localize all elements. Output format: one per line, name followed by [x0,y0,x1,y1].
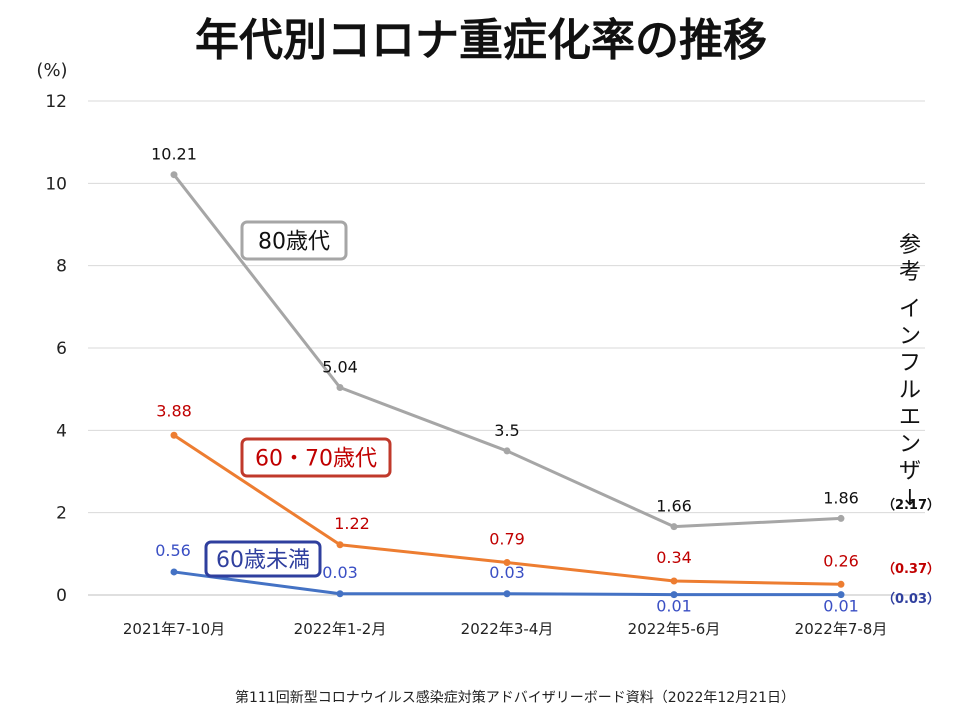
series-labels: 80歳代 60・70歳代 60歳未満 [204,220,392,578]
y-tick-label-6: 6 [56,339,67,359]
data-point-1-0 [170,431,178,439]
x-tick-label-2: 2022年3-4月 [461,620,554,638]
reference-value-0: （2.17） [882,497,940,513]
data-label-2-4: 0.01 [823,597,859,616]
reference-label-char-8: ン [899,432,921,457]
data-label-2-1: 0.03 [322,563,358,582]
series-label-2: 60歳未満 [216,548,310,573]
data-point-1-4 [837,580,845,588]
y-tick-label-10: 10 [45,174,67,194]
reference-label-char-9: ザ [899,459,921,484]
x-axis-ticks: 2021年7-10月 2022年1-2月 2022年3-4月 2022年5-6月 202… [123,620,887,638]
data-point-2-1 [336,590,344,598]
data-label-0-4: 1.86 [823,488,859,507]
reference-value-text-1: 0.37 [895,562,927,577]
y-tick-label-8: 8 [56,257,67,277]
y-axis-unit: (%) [36,60,67,81]
data-label-2-0: 0.56 [155,541,191,560]
reference-label-char-6: ル [899,378,921,403]
data-point-2-3 [670,591,678,599]
data-point-0-3 [670,523,678,531]
data-point-0-1 [336,384,344,392]
data-point-2-2 [503,590,511,598]
data-label-1-0: 3.88 [156,401,192,420]
reference-value-2: （0.03） [882,591,940,607]
data-point-2-0 [170,568,178,576]
data-label-0-2: 3.5 [494,421,519,440]
data-point-1-1 [336,541,344,549]
reference-label-char-0: 参 [899,233,921,258]
reference-value-1: （0.37） [882,561,940,577]
data-point-1-2 [503,558,511,566]
grid [88,100,925,596]
chart-title: 年代別コロナ重症化率の推移 [195,15,767,66]
reference-label-char-5: フ [899,351,921,376]
x-tick-label-3: 2022年5-6月 [628,620,721,638]
y-tick-label-2: 2 [56,504,67,524]
reference-label-char-1: 考 [899,260,921,285]
reference-value-text-2: 0.03 [895,592,927,607]
data-point-1-3 [670,577,678,585]
data-label-2-2: 0.03 [489,563,525,582]
data-point-0-0 [170,171,178,179]
series-label-1: 60・70歳代 [255,447,377,472]
x-tick-label-0: 2021年7-10月 [123,620,225,638]
data-label-0-1: 5.04 [322,358,358,377]
data-labels: 10.21 5.04 3.5 1.66 1.86 3.88 1.22 0.79 0.34 0.26… [151,145,859,616]
reference-label-char-3: イ [899,297,921,322]
data-label-1-2: 0.79 [489,529,525,548]
series-label-box-0 [240,220,348,261]
series-2 [170,568,845,599]
data-label-1-1: 1.22 [334,514,370,533]
source-note: 第111回新型コロナウイルス感染症対策アドバイザリーボード資料（2022年12月… [235,689,795,706]
data-point-0-4 [837,514,845,522]
data-point-0-2 [503,447,511,455]
series-label-box-2 [204,540,322,578]
y-tick-label-0: 0 [56,586,67,606]
series-label-0: 80歳代 [258,230,330,255]
data-point-2-4 [837,591,845,599]
data-label-0-3: 1.66 [656,497,692,516]
reference-label-char-10: ↓ [901,486,919,511]
data-label-1-3: 0.34 [656,548,692,567]
series-1 [170,431,845,588]
data-label-2-3: 0.01 [656,597,692,616]
data-label-0-0: 10.21 [151,145,197,164]
reference-label-char-4: ン [899,324,921,349]
data-label-1-4: 0.26 [823,551,859,570]
x-tick-label-4: 2022年7-8月 [795,620,888,638]
x-tick-label-1: 2022年1-2月 [294,620,387,638]
y-axis-ticks: 0 2 4 6 8 10 12 [45,92,67,606]
series-label-box-1 [240,437,392,478]
y-tick-label-4: 4 [56,421,67,441]
series-0 [170,171,845,531]
series [170,171,845,599]
reference-label-char-7: エ [899,405,921,430]
reference-value-text-0: 2.17 [895,498,927,513]
y-tick-label-12: 12 [45,92,67,112]
